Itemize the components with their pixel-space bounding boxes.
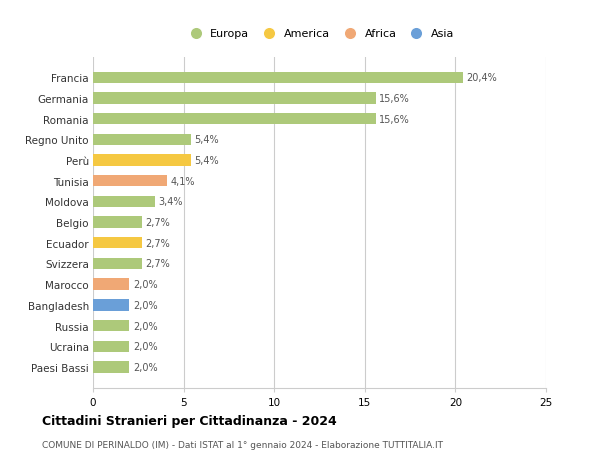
Bar bbox=[93, 238, 142, 249]
Text: 2,0%: 2,0% bbox=[133, 300, 157, 310]
Text: 15,6%: 15,6% bbox=[379, 94, 410, 104]
Bar bbox=[93, 362, 129, 373]
Bar bbox=[93, 155, 191, 166]
Bar bbox=[93, 73, 463, 84]
Text: 4,1%: 4,1% bbox=[171, 176, 196, 186]
Bar bbox=[93, 176, 167, 187]
Bar bbox=[93, 320, 129, 331]
Bar bbox=[93, 341, 129, 352]
Text: 5,4%: 5,4% bbox=[194, 135, 219, 145]
Text: 5,4%: 5,4% bbox=[194, 156, 219, 166]
Legend: Europa, America, Africa, Asia: Europa, America, Africa, Asia bbox=[180, 25, 459, 44]
Text: COMUNE DI PERINALDO (IM) - Dati ISTAT al 1° gennaio 2024 - Elaborazione TUTTITAL: COMUNE DI PERINALDO (IM) - Dati ISTAT al… bbox=[42, 441, 443, 449]
Text: Cittadini Stranieri per Cittadinanza - 2024: Cittadini Stranieri per Cittadinanza - 2… bbox=[42, 414, 337, 428]
Text: 2,0%: 2,0% bbox=[133, 280, 157, 290]
Text: 2,7%: 2,7% bbox=[146, 259, 170, 269]
Bar bbox=[93, 134, 191, 146]
Text: 15,6%: 15,6% bbox=[379, 114, 410, 124]
Bar bbox=[93, 114, 376, 125]
Bar bbox=[93, 258, 142, 269]
Bar bbox=[93, 300, 129, 311]
Text: 2,0%: 2,0% bbox=[133, 321, 157, 331]
Text: 20,4%: 20,4% bbox=[466, 73, 497, 83]
Bar bbox=[93, 217, 142, 228]
Bar bbox=[93, 93, 376, 104]
Bar bbox=[93, 196, 155, 207]
Text: 3,4%: 3,4% bbox=[158, 197, 183, 207]
Text: 2,0%: 2,0% bbox=[133, 341, 157, 352]
Text: 2,7%: 2,7% bbox=[146, 218, 170, 228]
Bar bbox=[93, 279, 129, 290]
Text: 2,0%: 2,0% bbox=[133, 362, 157, 372]
Text: 2,7%: 2,7% bbox=[146, 238, 170, 248]
